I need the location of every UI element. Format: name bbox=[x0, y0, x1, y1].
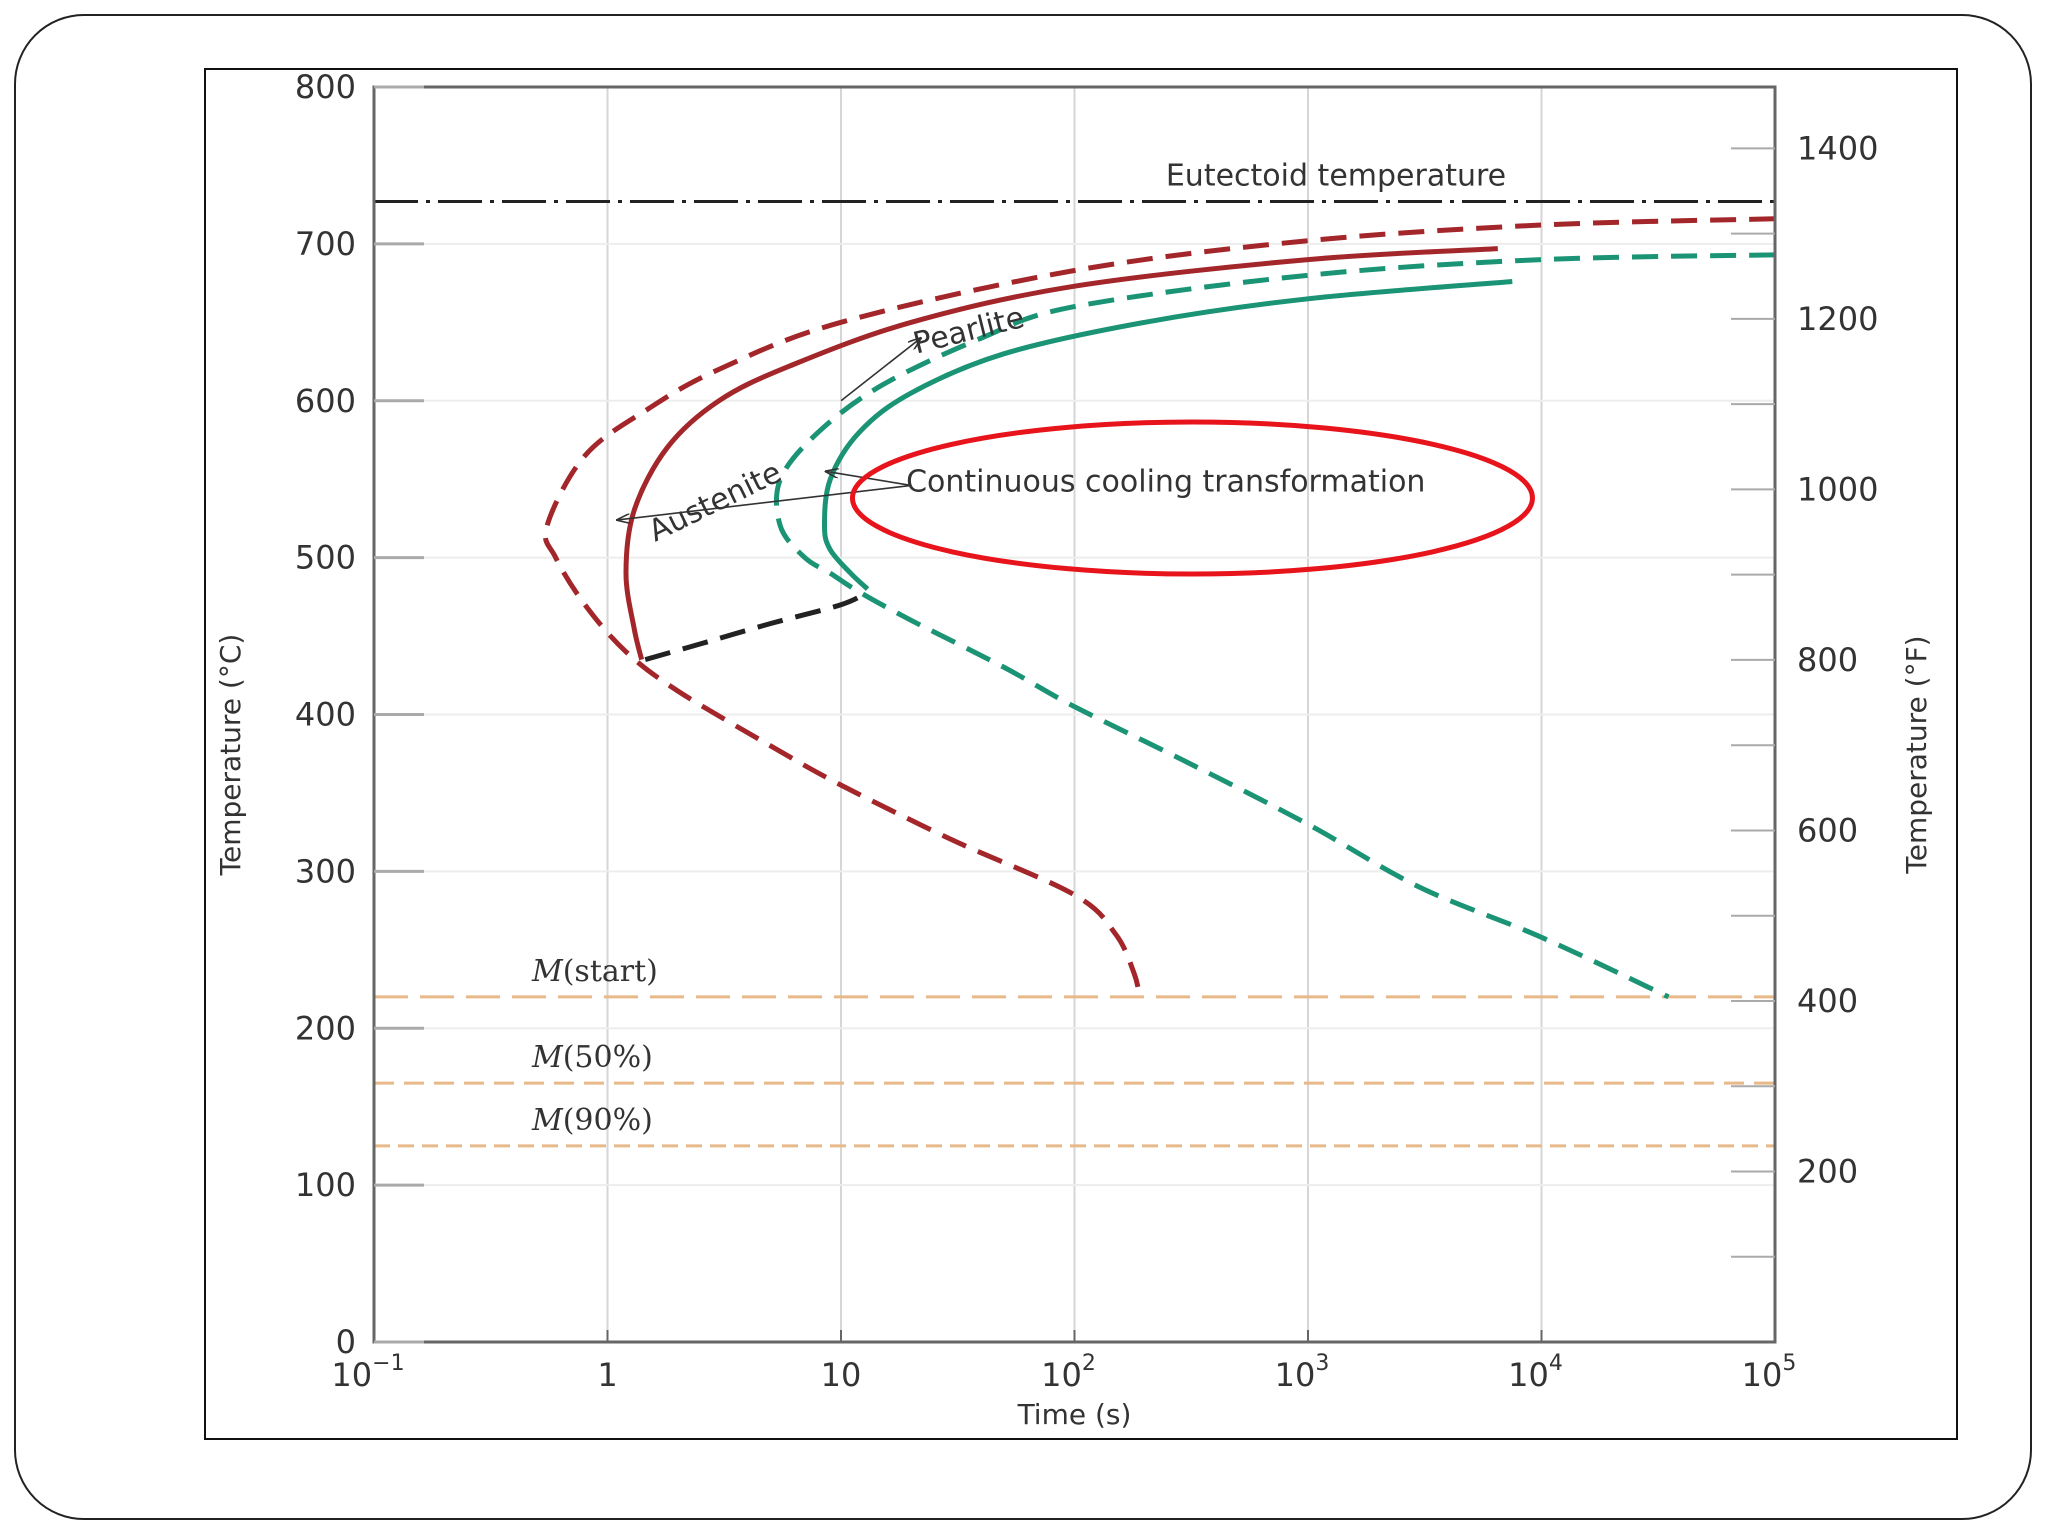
chart-box: 10−1 1 10 102 103 104 105 0 100 200 300 400 500 600 70… bbox=[204, 68, 1958, 1440]
x-tick-exponent: 3 bbox=[1315, 1351, 1329, 1376]
annotation-arrow bbox=[617, 484, 912, 520]
series-layer bbox=[542, 216, 1776, 1000]
annotations: Eutectoid temperatureM(start)M(50%)M(90%… bbox=[531, 159, 1535, 1138]
cct-label: Continuous cooling transformation bbox=[906, 465, 1425, 500]
y-right-tick-label: 800 bbox=[1797, 641, 1858, 679]
y-tick-label: 100 bbox=[295, 1166, 356, 1204]
annotation-arrow bbox=[840, 338, 921, 402]
annotation-arrow bbox=[826, 471, 912, 487]
x-tick-label: 102 bbox=[1041, 1351, 1096, 1394]
series-red-start-solid bbox=[623, 246, 1498, 661]
ticks-layer: 10−1 1 10 102 103 104 105010020030040050060070… bbox=[295, 70, 1879, 1394]
y-tick-label: 0 bbox=[336, 1323, 356, 1361]
martensite-symbol: M bbox=[531, 1103, 564, 1138]
x-tick-exponent: 5 bbox=[1782, 1351, 1796, 1376]
y-right-tick-label: 1000 bbox=[1797, 470, 1878, 508]
series-red-start-dashed bbox=[542, 216, 1776, 998]
reference-lines bbox=[374, 200, 1775, 1148]
x-tick-exponent: 2 bbox=[1082, 1351, 1096, 1376]
y-axis-right-title: Temperature (°F) bbox=[1900, 635, 1933, 874]
slide-frame bbox=[14, 14, 2032, 1520]
martensite-label: M(start) bbox=[531, 954, 658, 989]
series-bainite-dashed bbox=[644, 589, 869, 663]
x-tick-label: 10 bbox=[821, 1356, 862, 1394]
x-tick-label: 1 bbox=[597, 1356, 617, 1394]
x-tick-label: 104 bbox=[1508, 1351, 1563, 1394]
x-tick-exponent: 4 bbox=[1549, 1351, 1563, 1376]
y-right-tick-label: 200 bbox=[1797, 1152, 1858, 1190]
y-right-tick-label: 400 bbox=[1797, 982, 1858, 1020]
highlight-ellipse bbox=[849, 419, 1535, 577]
martensite-label: M(50%) bbox=[531, 1040, 653, 1075]
x-tick-label: 105 bbox=[1742, 1351, 1797, 1394]
series-green-finish-solid bbox=[821, 279, 1513, 591]
cct-diagram: 10−1 1 10 102 103 104 105010020030040050060070… bbox=[214, 70, 1933, 1431]
eutectoid-label: Eutectoid temperature bbox=[1166, 159, 1506, 194]
martensite-symbol: M bbox=[531, 1040, 564, 1075]
grid-layer bbox=[374, 87, 1775, 1342]
y-tick-label: 400 bbox=[295, 696, 356, 734]
martensite-suffix: (90%) bbox=[563, 1103, 653, 1138]
martensite-suffix: (start) bbox=[563, 954, 658, 989]
y-tick-label: 300 bbox=[295, 852, 356, 890]
y-right-tick-label: 1200 bbox=[1797, 300, 1878, 338]
x-tick-label: 103 bbox=[1275, 1351, 1330, 1394]
martensite-symbol: M bbox=[531, 954, 564, 989]
y-axis-title: Temperature (°C) bbox=[214, 634, 247, 877]
y-tick-label: 600 bbox=[295, 382, 356, 420]
y-tick-label: 800 bbox=[295, 70, 356, 106]
y-tick-label: 500 bbox=[295, 539, 356, 577]
martensite-suffix: (50%) bbox=[563, 1040, 653, 1075]
x-axis-title: Time (s) bbox=[1017, 1398, 1132, 1431]
series-green-finish-dashed bbox=[773, 252, 1776, 1000]
martensite-label: M(90%) bbox=[531, 1103, 653, 1138]
y-tick-label: 200 bbox=[295, 1009, 356, 1047]
y-right-tick-label: 1400 bbox=[1797, 129, 1878, 167]
y-right-tick-label: 600 bbox=[1797, 811, 1858, 849]
x-tick-exponent: −1 bbox=[372, 1351, 404, 1376]
y-tick-label: 700 bbox=[295, 225, 356, 263]
